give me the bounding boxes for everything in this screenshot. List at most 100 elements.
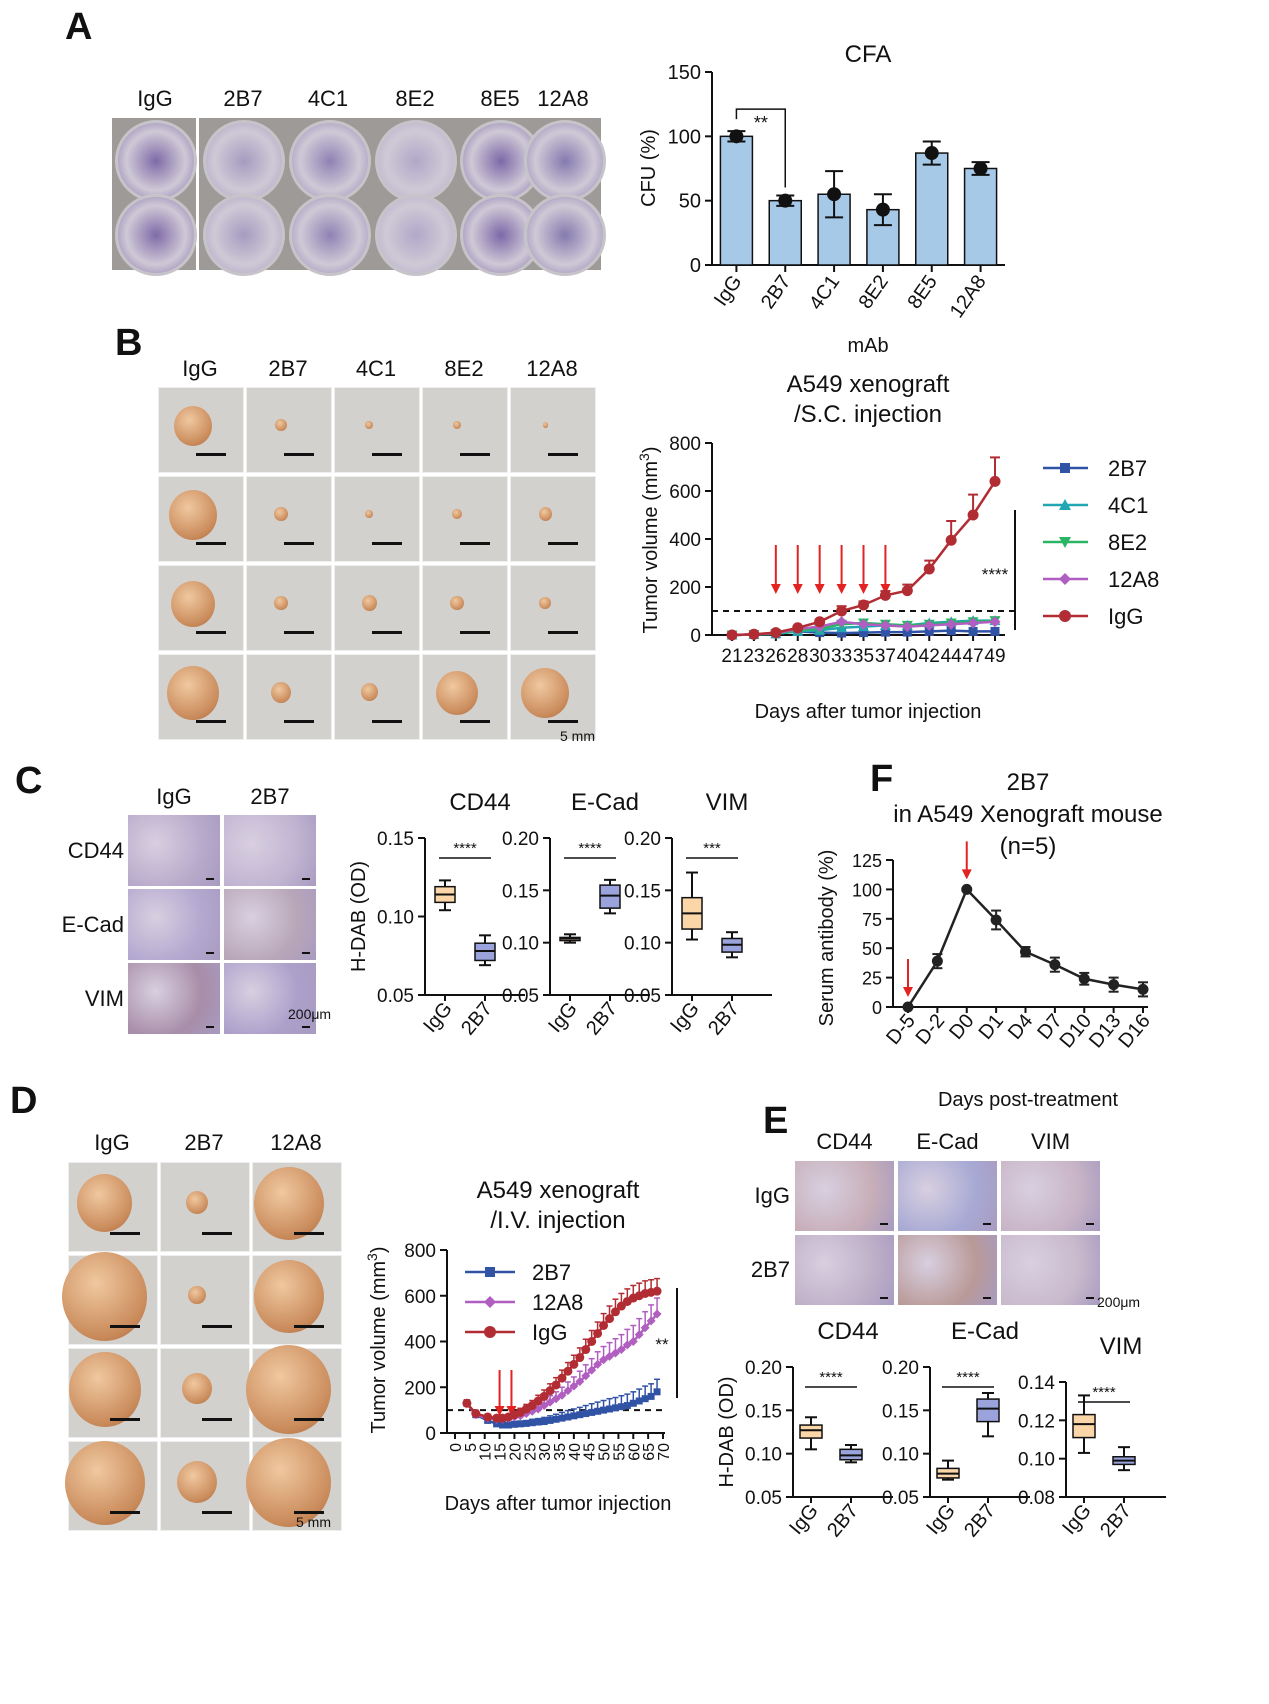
data-point (902, 1001, 914, 1013)
data-point (540, 1418, 548, 1426)
y-tick-label: 100 (668, 126, 701, 148)
panel-letter-f: F (870, 758, 894, 800)
bar (963, 167, 998, 266)
data-point (545, 1386, 555, 1396)
ihc-image (224, 963, 316, 1034)
x-tick-label: 50 (597, 1443, 614, 1461)
y-tick-label: 0.05 (745, 1488, 782, 1509)
data-point (814, 616, 826, 628)
data-point (858, 599, 869, 611)
y-tick-label: 0.10 (377, 908, 414, 929)
x-tick-label: 25 (522, 1443, 539, 1461)
tumor (274, 506, 289, 522)
box (799, 1424, 823, 1439)
data-point (827, 187, 842, 202)
injection-arrow-head (903, 987, 913, 997)
ihc-image (1001, 1161, 1100, 1231)
data-point (569, 1381, 579, 1391)
x-tick-label: 60 (626, 1443, 643, 1461)
x-tick-label: 47 (963, 646, 984, 667)
data-point (836, 616, 848, 628)
y-tick-label: 0.14 (1018, 1373, 1055, 1394)
tumor-photo (160, 1255, 250, 1345)
data-point (594, 1407, 602, 1415)
panel-letter-e: E (763, 1100, 789, 1142)
x-tick-label: 5 (463, 1443, 480, 1452)
x-axis-label: Days after tumor injection (755, 701, 982, 723)
tumor-photo (246, 387, 332, 473)
x-tick-label: 4C1 (805, 271, 844, 314)
x-tick-label: 23 (743, 646, 764, 667)
data-point (931, 955, 943, 967)
scale-bar (372, 720, 402, 723)
data-point (628, 1337, 638, 1346)
scale-bar (202, 1232, 232, 1235)
tumor-photo (334, 476, 420, 562)
well (115, 194, 197, 276)
scale-bar (206, 1026, 214, 1028)
data-point (990, 626, 1000, 636)
data-point (1078, 973, 1090, 985)
scale-bar (983, 1223, 991, 1225)
x-tick-label: IgG (710, 271, 747, 310)
data-point (588, 1408, 596, 1416)
chart-title: /I.V. injection (490, 1207, 625, 1234)
data-point (1020, 946, 1031, 958)
x-tick-label: D1 (975, 1010, 1008, 1044)
data-point (961, 883, 973, 895)
scale-bar (983, 1297, 991, 1299)
scale-bar (196, 542, 226, 545)
data-point (726, 629, 738, 641)
data-point (581, 1345, 591, 1355)
row-label: 2B7 (750, 1257, 790, 1282)
tumor (64, 1440, 145, 1525)
legend-marker (484, 1296, 496, 1308)
injection-arrow-head (836, 584, 847, 594)
legend-label: 12A8 (532, 1290, 583, 1315)
y-tick-label: 0.15 (882, 1401, 919, 1422)
tumor-photo (510, 565, 596, 651)
tumor (453, 420, 462, 430)
tumor-photo (334, 654, 420, 740)
bar (768, 199, 802, 266)
y-tick-label: 0 (425, 1424, 436, 1445)
row-label: E-Cad (61, 911, 124, 937)
bar (719, 135, 754, 266)
scale-bar (880, 1297, 888, 1299)
ihc-image (898, 1235, 997, 1305)
x-tick-label: 42 (919, 646, 940, 667)
data-point (575, 1377, 585, 1387)
x-tick-label: D-5 (882, 1010, 920, 1049)
legend-marker (484, 1326, 496, 1338)
column-label: 12A8 (526, 356, 578, 381)
tumor (68, 1351, 141, 1428)
data-point (622, 1340, 632, 1350)
scale-bar (1086, 1223, 1094, 1225)
significance-label: **** (819, 1369, 843, 1386)
scale-bar (460, 542, 490, 545)
y-axis-label: CFU (%) (638, 129, 660, 207)
x-tick-label: 44 (941, 646, 963, 667)
legend-label: IgG (532, 1320, 567, 1345)
data-point (901, 585, 913, 597)
ihc-image (128, 963, 220, 1034)
data-point (557, 1390, 567, 1400)
chart-title: in A549 Xenograft mouse (893, 801, 1163, 828)
legend-marker (1059, 610, 1071, 622)
x-tick-label: D16 (1114, 1010, 1154, 1052)
x-tick-label: 2B7 (1096, 1500, 1136, 1541)
y-tick-label: 100 (852, 880, 882, 900)
y-axis-label: H-DAB (OD) (348, 861, 370, 972)
tumor-photo (510, 476, 596, 562)
data-point (606, 1405, 614, 1413)
x-tick-label: 2B7 (823, 1500, 863, 1541)
significance-label: *** (703, 840, 721, 857)
data-point (875, 202, 890, 217)
data-point (483, 1412, 493, 1422)
legend-label: IgG (1108, 604, 1143, 629)
data-point (528, 1419, 536, 1427)
column-label: CD44 (816, 1129, 873, 1154)
data-point (557, 1373, 567, 1383)
data-point (647, 1392, 655, 1400)
y-tick-label: 0.10 (745, 1445, 782, 1466)
